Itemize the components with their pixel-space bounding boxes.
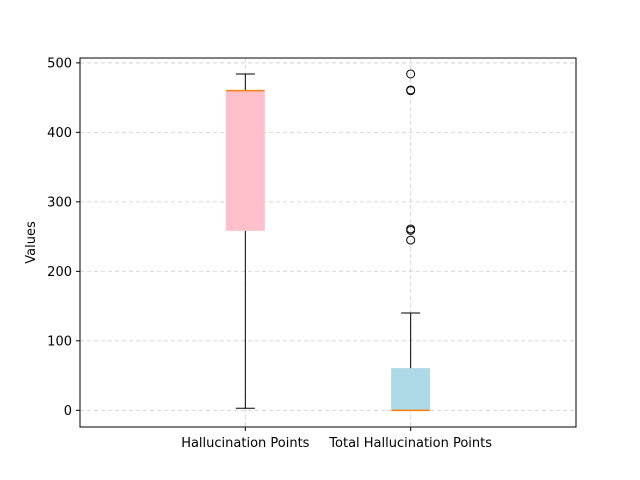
outlier-point: [406, 85, 416, 95]
box-body: [391, 368, 431, 411]
y-tick-label: 400: [47, 126, 72, 141]
box-body: [225, 90, 265, 231]
box-series: [225, 69, 431, 412]
x-tick-label: Total Hallucination Points: [328, 436, 492, 451]
axes: 0 100 200 300 400 500 Hallucination Points Tota…: [47, 56, 577, 451]
y-tick-label: 300: [47, 195, 72, 210]
grid-lines: [80, 58, 576, 427]
x-tick-label: Hallucination Points: [181, 436, 309, 451]
outlier-point: [406, 69, 416, 79]
box-1: [225, 73, 265, 409]
y-tick-label: 0: [64, 404, 72, 419]
plot-frame: [79, 57, 577, 428]
y-axis-label: Values: [24, 221, 39, 264]
y-tick-label: 200: [47, 265, 72, 280]
y-tick-label: 100: [47, 334, 72, 349]
y-tick-label: 500: [47, 56, 72, 71]
outlier-point: [406, 224, 416, 234]
outlier-point: [406, 235, 416, 245]
box-2: [391, 69, 431, 412]
